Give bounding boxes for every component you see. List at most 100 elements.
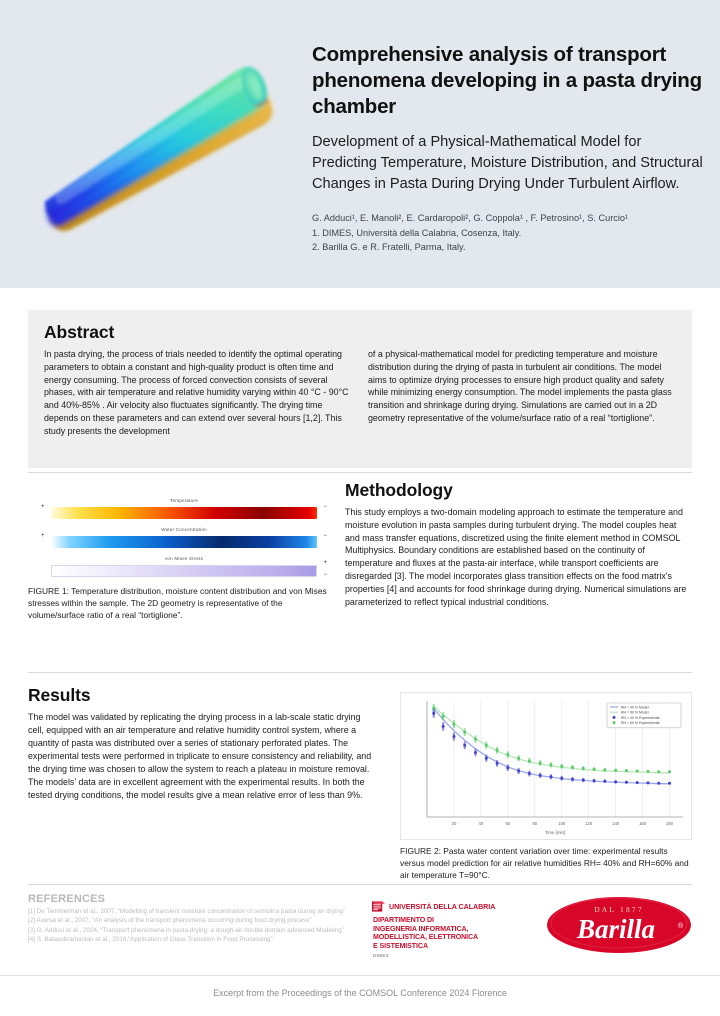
chart-canvas: 20 40 60 80 100 120 140 160 180 Time [min] RH = 40… [426,701,683,835]
colorbar-water-plus: + [41,533,45,539]
affiliation-1: 1. DIMES, Università della Calabria, Cos… [312,227,522,238]
chart-data-point [517,769,521,773]
logo-row: UNIVERSITÀ DELLA CALABRIA DIPARTIMENTO D… [372,896,692,958]
chart-data-point [432,711,436,715]
abstract-heading: Abstract [44,322,115,342]
legend-label: RH = 40 % Experimental [621,716,660,720]
chart-data-point [527,772,531,775]
chart-data-point [517,756,521,760]
divider-abstract [28,472,692,473]
chart-data-point [474,737,478,741]
chart-xtick-label: 20 [452,821,457,826]
figure-2-block: 20 40 60 80 100 120 140 160 180 Time [min] RH = 40… [400,692,692,882]
page-title: Comprehensive analysis of transport phen… [312,43,702,118]
colorbar-water-label: Water Concentration [161,527,207,532]
chart-data-point [603,779,607,783]
barilla-wordmark-text: Barilla [576,914,655,944]
barilla-trademark-text: ® [678,922,684,930]
colorbar-water-minus: − [323,533,327,539]
chart-xtick-label: 40 [479,821,484,826]
unical-department: DIPARTIMENTO DI INGEGNERIA INFORMATICA, … [373,916,572,951]
unical-name: UNIVERSITÀ DELLA CALABRIA [389,902,496,911]
chart-xlabel: Time [min] [545,830,565,835]
results-body: The model was validated by replicating t… [28,712,372,800]
chart-data-point [614,780,618,784]
chart-data-point [592,767,596,771]
chart-data-point [635,769,639,773]
unical-dept-line-1: DIPARTIMENTO DI [373,916,434,924]
chart-data-point [581,766,585,770]
chart-legend [606,702,682,729]
legend-label: RH = 40 % Model [621,705,649,709]
chart-data-point [484,756,488,760]
chart-data-point [592,779,596,783]
references-section: REFERENCES [1] De Temmerman et al., 2007… [28,893,358,944]
chart-data-point [495,761,499,765]
abstract-column-left: In pasta drying, the process of trials n… [44,349,349,436]
chart-xtick-label: 100 [558,821,566,826]
page-subtitle: Development of a Physical-Mathematical M… [312,134,703,192]
chart-data-point [463,743,467,747]
colorbar-stress-label: von Mises Stress [164,556,204,561]
legend-label: RH = 60 % Experimental [621,721,660,725]
chart-data-point [646,769,650,773]
chart-data-point [452,722,456,726]
colorbar-water-concentration: Water Concentration + − [39,527,329,550]
colorbar-stress-plus: + [323,560,327,566]
chart-data-point [635,781,639,785]
unical-dept-line-2: INGEGNERIA INFORMATICA, [373,924,469,933]
colorbar-temperature-gradient [51,507,317,519]
chart-xtick-label: 180 [666,821,674,826]
footer-divider [0,975,720,976]
pasta-tube-icon [44,66,273,231]
colorbar-von-mises-stress: von Mises Stress + − [39,556,329,579]
chart-data-point [657,770,661,774]
chart-data-point [506,753,510,757]
header-text-block: Comprehensive analysis of transport phen… [312,42,704,255]
legend-label: RH = 60 % Model [621,711,649,715]
poster-header: Comprehensive analysis of transport phen… [0,0,720,288]
colorbar-temperature-label: Temperature [170,498,198,503]
chart-data-point [560,764,564,768]
chart-data-point [474,750,478,754]
chart-data-point [441,714,445,718]
unical-acronym: DIMES [373,952,390,958]
colorbar-temperature-plus: + [41,504,45,510]
methodology-heading: Methodology [345,480,453,500]
chart-data-point [506,766,510,770]
chart-data-point [538,773,542,777]
abstract-section: Abstract In pasta drying, the process of… [28,310,692,468]
chart-data-point [668,770,672,774]
barilla-tagline-text: DAL 1877 [594,905,644,914]
chart-data-point [441,724,445,728]
reference-item: [3] G. Adduci et al., 2024, “Transport p… [28,926,344,934]
author-list: G. Adduci¹, E. Manoli², E. Cardaropoli²,… [312,212,629,223]
results-section: Results The model was validated by repli… [28,685,373,802]
barilla-logo-icon: DAL 1877 Barilla ® [547,897,691,953]
figure-1-block: Temperature + − Water Concentration + − … [28,498,340,622]
divider-results [28,672,692,673]
chart-data-point [571,777,575,781]
chart-data-point [581,778,585,782]
chart-data-point [646,781,650,785]
chart-xtick-label: 160 [639,821,647,826]
chart-data-point [495,748,499,752]
chart-data-point [549,763,553,767]
unical-logo: UNIVERSITÀ DELLA CALABRIA DIPARTIMENTO D… [372,900,572,958]
figure-1-caption: FIGURE 1: Temperature distribution, mois… [28,586,327,620]
colorbar-temperature-minus: − [323,504,327,510]
chart-xtick-label: 60 [506,821,511,826]
abstract-column-right: of a physical-mathematical model for pre… [368,349,672,424]
affiliation-2: 2. Barilla G. e R. Fratelli, Parma, Ital… [312,242,466,253]
chart-data-point [549,775,553,779]
chart-data-point [452,735,456,739]
chart-data-point [624,780,628,784]
chart-data-point [571,765,575,769]
colorbar-stress-gradient [51,565,317,577]
reference-item: [2] Aversa et al., 2007, “An analysis of… [28,917,312,925]
chart-data-point [527,759,531,763]
barilla-logo: DAL 1877 Barilla ® [546,896,692,959]
pasta-simulation-render [0,18,300,270]
legend-swatch [612,721,616,725]
chart-xtick-label: 120 [585,821,593,826]
